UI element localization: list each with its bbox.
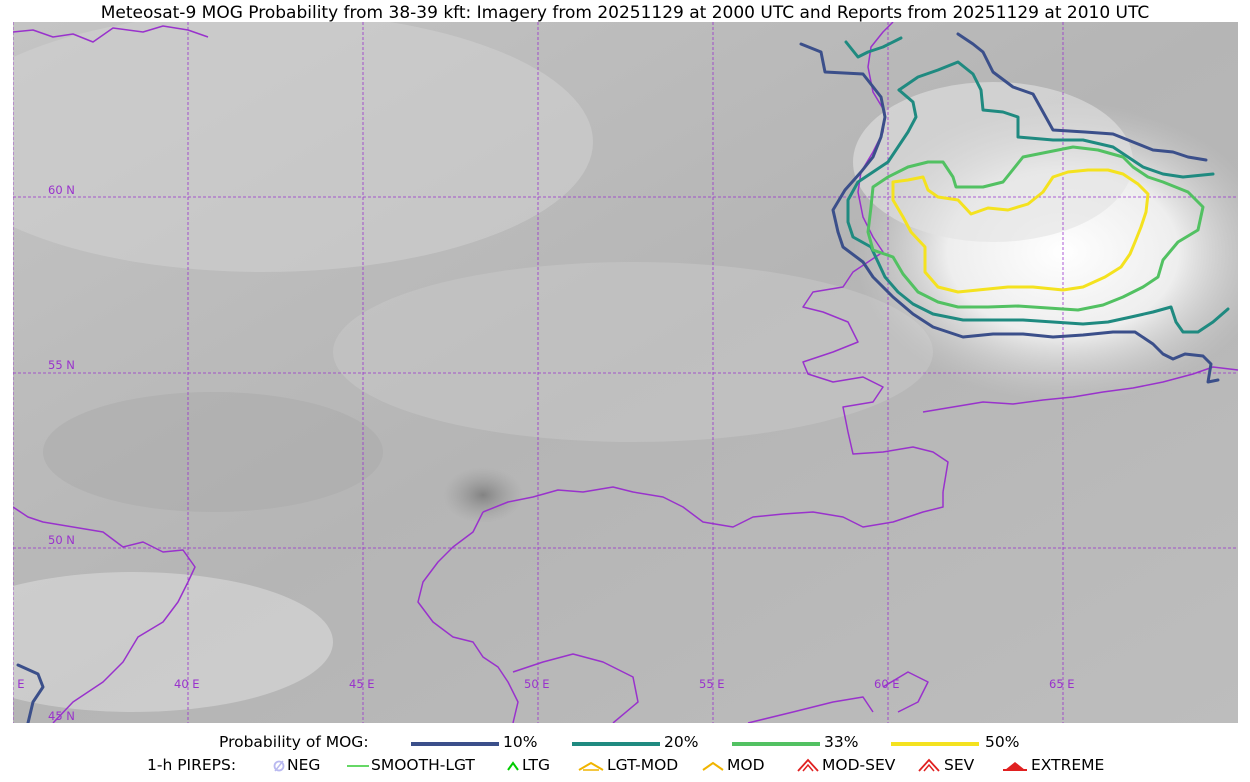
coast-north xyxy=(13,25,209,43)
contour-20pct-north xyxy=(844,36,903,59)
contour-legend-label: Probability of MOG: xyxy=(219,733,369,751)
caspian-west-shore xyxy=(417,511,519,723)
contour-10pct-swatch xyxy=(411,742,499,746)
lon-label-65e: 65 E xyxy=(1049,677,1075,691)
imagery-bright-band xyxy=(333,262,933,442)
coast-south xyxy=(512,653,639,723)
caspian-north-shore xyxy=(482,486,944,528)
pirep-extreme-label: EXTREME xyxy=(1031,756,1105,774)
dark-spot xyxy=(443,467,523,523)
contour-33pct-swatch xyxy=(732,742,820,746)
imagery-dark-area xyxy=(43,392,383,512)
pirep-lgt-mod-label: LGT-MOD xyxy=(607,756,679,774)
pirep-legend: 1-h PIREPS: NEG SMOOTH-LGT LTG LGT-MOD M… xyxy=(0,756,1250,776)
imagery-bright-area xyxy=(13,22,593,272)
contour-legend: Probability of MOG: 10% 20% 33% 50% xyxy=(0,733,1250,753)
contour-33pct xyxy=(866,145,1205,312)
severe-caret-icon xyxy=(918,758,940,772)
contour-10pct-label: 10% xyxy=(503,733,538,751)
moderate-severe-caret-icon xyxy=(797,758,819,772)
pirep-sev-label: SEV xyxy=(944,756,975,774)
figure-title: Meteosat-9 MOG Probability from 38-39 kf… xyxy=(100,3,1150,23)
contour-20pct-label: 20% xyxy=(664,733,699,751)
imagery-bright-area-sw xyxy=(13,572,333,712)
contour-33pct-label: 33% xyxy=(824,733,859,751)
border-east xyxy=(922,366,1238,413)
graticule xyxy=(13,22,1238,723)
contour-20pct-swatch xyxy=(572,742,660,746)
neg-circle-icon xyxy=(273,760,285,772)
coast-se xyxy=(882,671,929,713)
lon-label-45e: 45 E xyxy=(349,677,375,691)
contour-10pct-north xyxy=(956,32,1208,162)
smooth-light-line-icon xyxy=(347,765,369,767)
cloud-mass-north xyxy=(853,82,1133,242)
light-caret-icon xyxy=(507,761,519,771)
mog-contours xyxy=(16,32,1230,723)
coastlines xyxy=(13,22,1238,723)
map-labels: 60 N 55 N 50 N 45 N 35 E 40 E 45 E 50 E … xyxy=(13,183,1075,723)
moderate-caret-icon xyxy=(702,761,724,771)
pirep-ltg-label: LTG xyxy=(522,756,550,774)
contour-50pct xyxy=(891,168,1150,294)
coast-sw xyxy=(13,506,196,723)
lat-label-55n: 55 N xyxy=(48,358,75,372)
contour-20pct-main xyxy=(846,88,1230,334)
pirep-mod-sev-label: MOD-SEV xyxy=(822,756,896,774)
lon-label-40e: 40 E xyxy=(174,677,200,691)
pirep-mod-label: MOD xyxy=(727,756,765,774)
pirep-smooth-lgt-label: SMOOTH-LGT xyxy=(371,756,475,774)
satellite-map: 60 N 55 N 50 N 45 N 35 E 40 E 45 E 50 E … xyxy=(13,22,1238,723)
lat-label-45n: 45 N xyxy=(48,709,75,723)
pirep-legend-label: 1-h PIREPS: xyxy=(147,756,237,774)
contour-20pct-north-lobe xyxy=(897,60,1215,179)
border-south xyxy=(747,696,874,723)
contour-10pct-sw xyxy=(16,663,45,723)
map-canvas: 60 N 55 N 50 N 45 N 35 E 40 E 45 E 50 E … xyxy=(13,22,1238,723)
lon-label-55e: 55 E xyxy=(699,677,725,691)
contour-50pct-label: 50% xyxy=(985,733,1020,751)
lat-label-60n: 60 N xyxy=(48,183,75,197)
contour-10pct-west xyxy=(799,42,1220,384)
lon-label-35e: 35 E xyxy=(13,677,25,691)
lat-label-50n: 50 N xyxy=(48,533,75,547)
extreme-caret-icon xyxy=(1003,762,1027,771)
lon-label-60e: 60 E xyxy=(874,677,900,691)
pirep-neg-label: NEG xyxy=(287,756,321,774)
lon-label-50e: 50 E xyxy=(524,677,550,691)
contour-50pct-swatch xyxy=(891,742,979,746)
light-moderate-caret-icon xyxy=(578,761,604,771)
